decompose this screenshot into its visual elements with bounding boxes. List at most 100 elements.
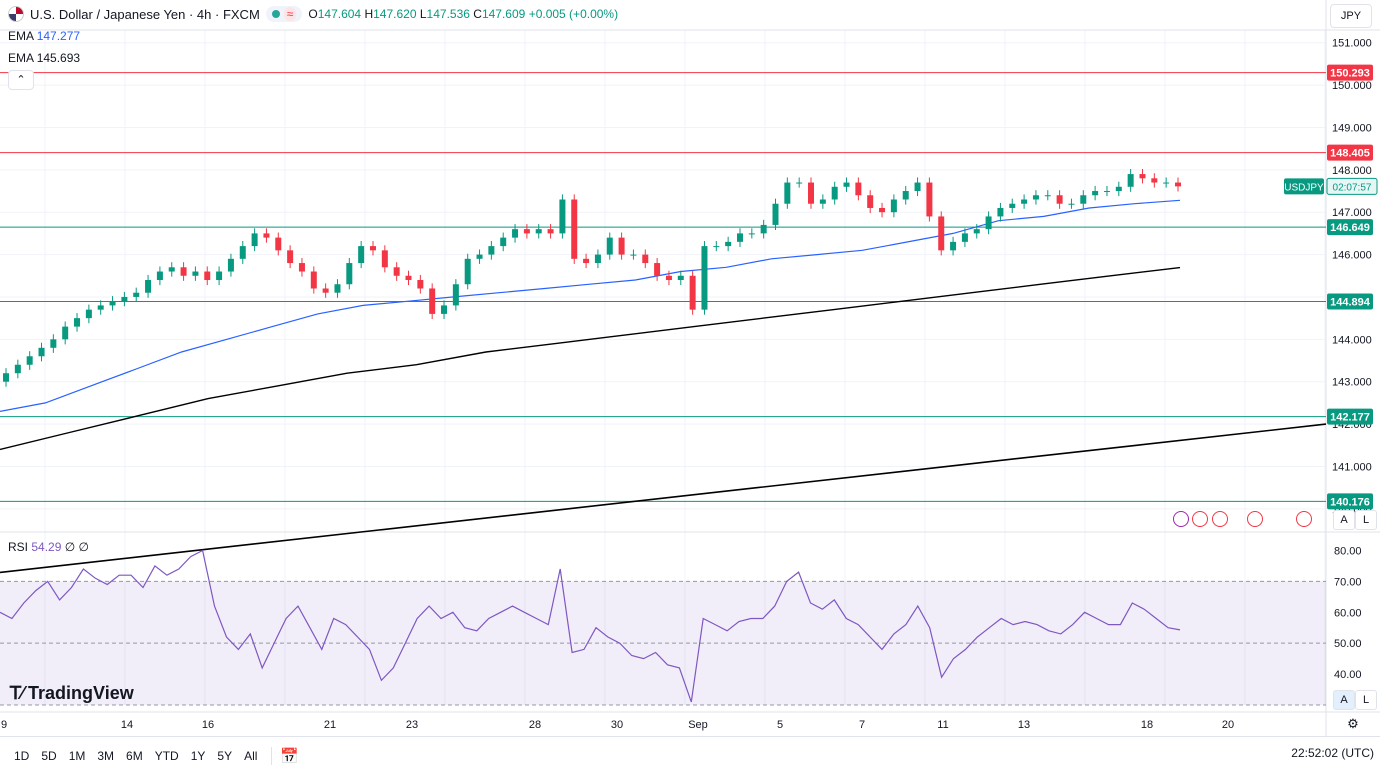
candle [97,305,104,310]
range-3m-button[interactable]: 3M [97,749,115,763]
candle [452,284,459,306]
candle [713,246,720,248]
time-tick-label: 18 [1141,719,1153,731]
rsi-auto-scale-button[interactable]: A [1333,690,1355,710]
ema-fast-legend[interactable]: EMA 147.277 [8,29,81,43]
candle [74,318,81,327]
time-tick-label: Sep [688,719,708,731]
candle [843,182,850,187]
candle [890,199,897,213]
symbol-badge-label: USDJPY [1284,182,1324,193]
candle [464,258,471,285]
candle [748,233,755,235]
ohlc-readout: O147.604 H147.620 L147.536 C147.609 +0.0… [308,7,619,21]
rsi-tick-label: 40.00 [1334,669,1362,681]
collapse-legend-button[interactable]: ⌃ [8,70,34,90]
candle [275,237,282,251]
candle [606,237,613,255]
candle [405,275,412,280]
level-price-label: 146.649 [1330,222,1370,234]
candle [914,182,921,192]
price-tick-label: 143.000 [1332,377,1372,389]
rsi-legend[interactable]: RSI 54.29 ∅ ∅ [8,540,89,554]
candle [1021,199,1028,204]
level-price-label: 150.293 [1330,68,1370,80]
time-tick-label: 7 [859,719,865,731]
candle [156,271,163,280]
candle [725,241,732,247]
countdown-badge [1326,177,1378,195]
candle [985,216,992,230]
candle [216,271,223,280]
ema-slow-legend[interactable]: EMA 145.693 [8,51,81,65]
market-open-icon [271,10,280,18]
candle [14,364,21,374]
candle [500,237,507,247]
range-1d-button[interactable]: 1D [14,749,30,763]
symbol-title[interactable]: U.S. Dollar / Japanese Yen · 4h · FXCM [30,6,260,22]
time-tick-label: 23 [406,719,418,731]
rsi-tick-label: 50.00 [1334,638,1362,650]
time-tick-label: 30 [611,719,623,731]
countdown-label: 02:07:57 [1333,182,1372,193]
candle [796,182,803,184]
tradingview-logo[interactable]: ꓔ⁄ TradingView [10,683,134,703]
candle [358,246,365,264]
candle [665,275,672,280]
candle [535,229,542,234]
currency-button[interactable]: JPY [1330,4,1372,28]
price-tick-label: 151.000 [1332,38,1372,50]
candle [1103,191,1110,193]
candle [121,296,128,302]
log-scale-button[interactable]: L [1355,510,1377,530]
level-price-badge [1327,493,1373,510]
tv-logo-icon: ꓔ⁄ [10,683,25,703]
candle [133,292,140,297]
range-5y-button[interactable]: 5Y [217,749,233,763]
candle [1175,182,1181,187]
candle [1139,174,1146,179]
range-5d-button[interactable]: 5D [41,749,57,763]
toolbar-divider [271,747,273,765]
event-jp-flag-icon[interactable] [1212,511,1228,527]
candle [867,195,874,208]
price-tick-label: 148.000 [1332,165,1372,177]
settings-gear-icon: ⚙ [1347,716,1359,731]
range-ytd-button[interactable]: YTD [154,749,179,763]
candle [180,267,187,276]
candle [488,246,495,255]
event-us-flag-icon[interactable] [1247,511,1263,527]
level-price-badge [1327,144,1373,161]
time-tick-label: 9 [1,719,7,731]
market-status-pill[interactable]: ≈ [265,6,303,22]
candle [3,373,9,382]
candle [819,199,826,204]
level-price-label: 140.176 [1330,496,1370,508]
candle [38,347,45,357]
level-price-badge [1327,219,1373,236]
utc-clock[interactable]: 22:52:02 (UTC) [1291,746,1374,760]
auto-scale-button[interactable]: A [1333,510,1355,530]
rsi-log-scale-button[interactable]: L [1355,690,1377,710]
date-range-calendar-icon[interactable]: 📅 [280,748,300,765]
candle [630,254,637,256]
candle [654,263,661,276]
rsi-tick-label: 80.00 [1334,545,1362,557]
range-6m-button[interactable]: 6M [126,749,143,763]
range-1y-button[interactable]: 1Y [190,749,206,763]
event-lightning-icon[interactable] [1173,511,1189,527]
range-all-button[interactable]: All [244,749,258,763]
time-tick-label: 28 [529,719,541,731]
ema-slow-line [0,266,1181,451]
candle [476,254,483,259]
candle [689,275,696,310]
event-us-flag-icon[interactable] [1192,511,1208,527]
range-1m-button[interactable]: 1M [68,749,86,763]
candle [523,229,530,234]
candle [369,246,376,251]
event-jp-flag-icon[interactable] [1296,511,1312,527]
candle [571,199,578,259]
candle [310,271,317,289]
candle [1115,186,1122,192]
